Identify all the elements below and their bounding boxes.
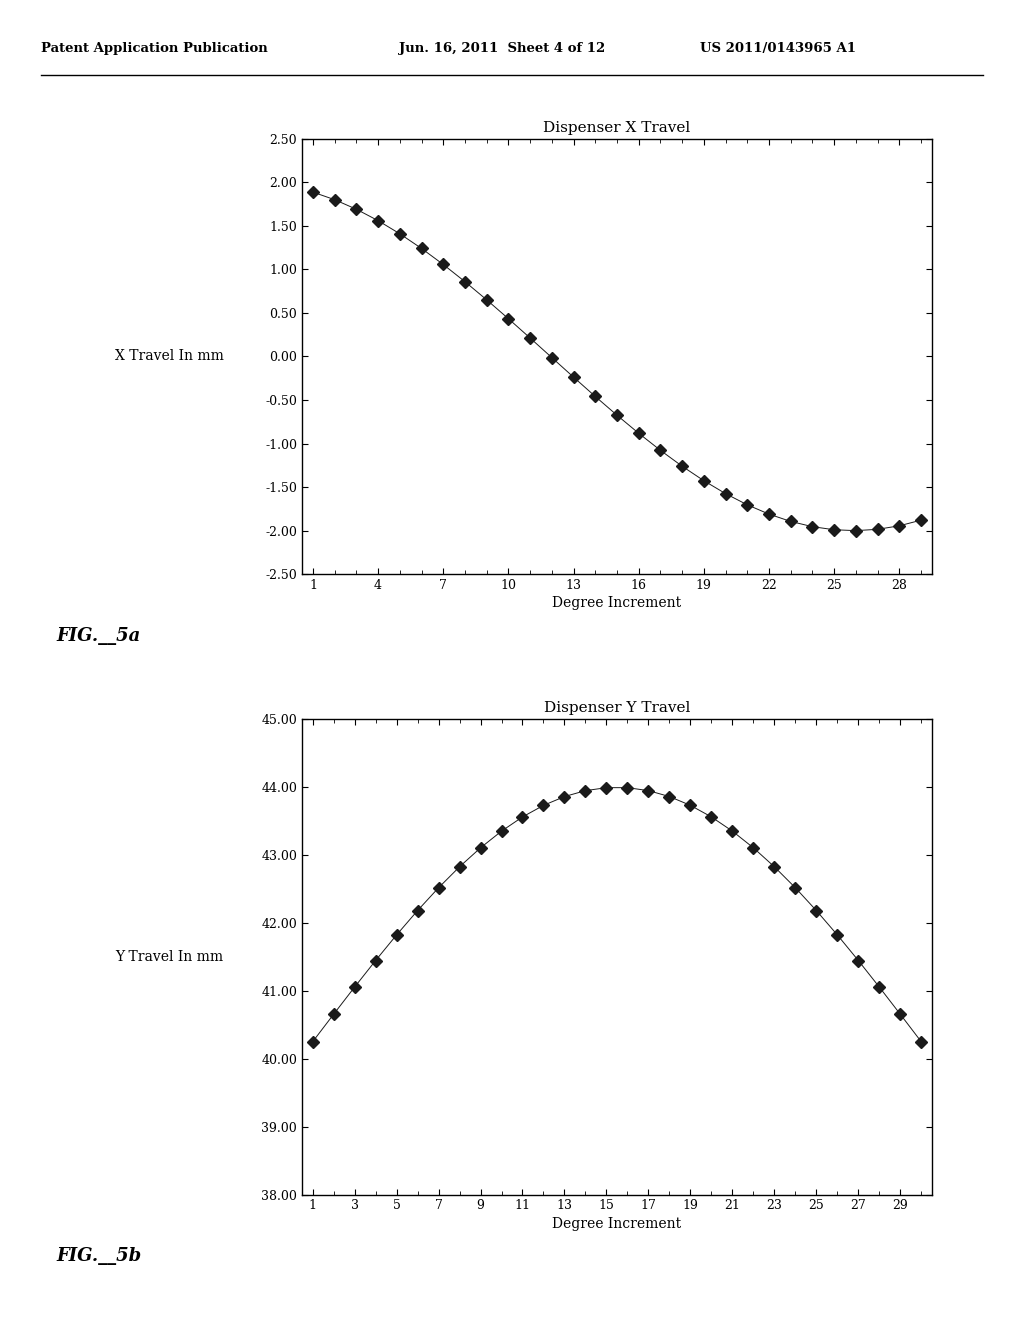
X-axis label: Degree Increment: Degree Increment xyxy=(552,597,682,610)
Text: X Travel In mm: X Travel In mm xyxy=(115,350,223,363)
Text: Jun. 16, 2011  Sheet 4 of 12: Jun. 16, 2011 Sheet 4 of 12 xyxy=(399,42,605,55)
Text: Y Travel In mm: Y Travel In mm xyxy=(115,950,223,964)
Text: Patent Application Publication: Patent Application Publication xyxy=(41,42,267,55)
Title: Dispenser Y Travel: Dispenser Y Travel xyxy=(544,701,690,715)
Text: FIG.__5b: FIG.__5b xyxy=(56,1247,141,1266)
Text: US 2011/0143965 A1: US 2011/0143965 A1 xyxy=(700,42,856,55)
X-axis label: Degree Increment: Degree Increment xyxy=(552,1217,682,1230)
Title: Dispenser X Travel: Dispenser X Travel xyxy=(544,120,690,135)
Text: FIG.__5a: FIG.__5a xyxy=(56,627,140,645)
